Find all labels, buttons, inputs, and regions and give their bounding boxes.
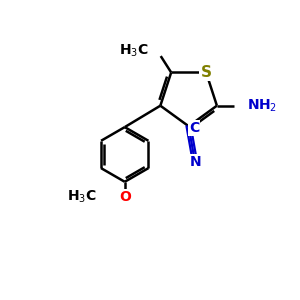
Text: NH$_2$: NH$_2$ xyxy=(247,98,278,114)
Text: H$_3$C: H$_3$C xyxy=(68,189,97,206)
Text: N: N xyxy=(190,155,201,169)
Text: C: C xyxy=(189,121,199,135)
Text: H$_3$C: H$_3$C xyxy=(119,43,149,59)
Text: S: S xyxy=(201,65,212,80)
Text: O: O xyxy=(119,190,131,204)
